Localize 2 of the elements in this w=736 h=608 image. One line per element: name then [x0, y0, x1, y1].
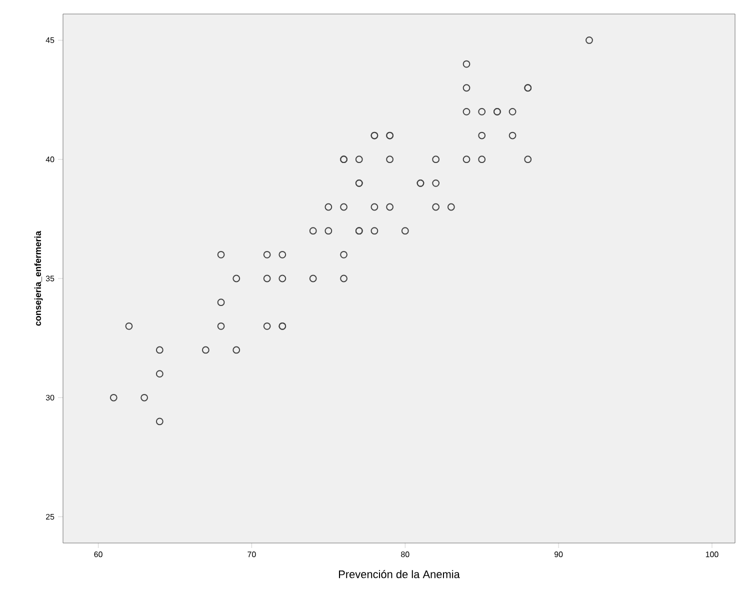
x-axis-title: Prevención de la Anemia	[338, 570, 460, 578]
y-axis-title: consejeria_enfermeria	[34, 230, 43, 326]
